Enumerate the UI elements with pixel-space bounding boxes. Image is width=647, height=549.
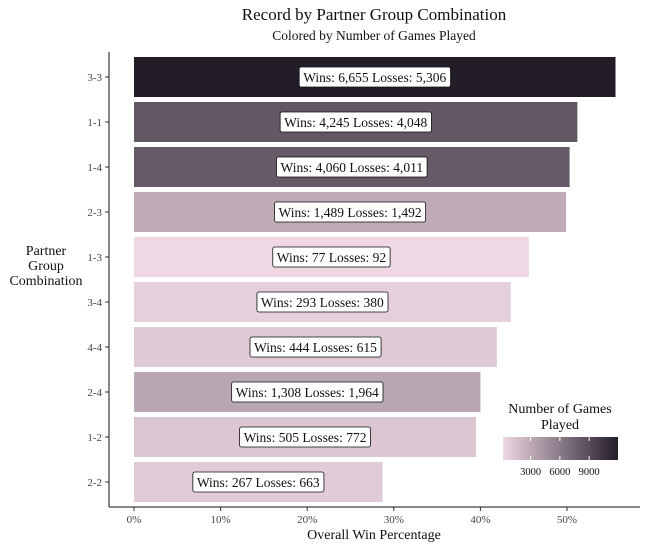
bar-label-box: [239, 426, 371, 448]
bar-label: Wins: 4,245 Losses: 4,048: [284, 115, 427, 130]
bar-label: Wins: 1,308 Losses: 1,964: [236, 385, 379, 400]
y-tick-label: 2-2: [87, 477, 102, 489]
bar-label: Wins: 6,655 Losses: 5,306: [303, 70, 446, 85]
y-tick-label: 1-2: [87, 432, 102, 444]
y-tick-label: 3-3: [87, 72, 102, 84]
chart-title: Record by Partner Group Combination: [242, 5, 507, 24]
bar-label-box: [231, 381, 384, 403]
y-axis-ticks: 3-3 1-1 1-4 2-3 1-3 3-4 4-4 2-4 1-2 2-2: [87, 72, 109, 489]
legend-tick-label: 6000: [549, 467, 570, 478]
y-tick-label: 4-4: [87, 342, 102, 354]
bar-label-box: [276, 156, 428, 178]
y-tick-label: 1-1: [87, 117, 102, 129]
y-tick-label: 2-4: [87, 387, 102, 399]
y-tick-label: 2-3: [87, 207, 102, 219]
bar-label: Wins: 505 Losses: 772: [244, 430, 367, 445]
x-axis-title: Overall Win Percentage: [307, 528, 441, 543]
legend-ticks: 3000 6000 9000: [520, 437, 600, 478]
x-tick-label: 40%: [470, 514, 490, 526]
bar-label: Wins: 267 Losses: 663: [197, 475, 320, 490]
bar-label: Wins: 444 Losses: 615: [254, 340, 377, 355]
y-tick-label: 1-3: [87, 252, 102, 264]
bar-label-box: [256, 291, 389, 313]
legend-colorbar: [503, 437, 618, 460]
y-tick-label: 1-4: [87, 162, 102, 174]
x-tick-label: 0%: [127, 514, 142, 526]
legend-tick-label: 3000: [520, 467, 541, 478]
bar-label-box: [279, 111, 432, 133]
bar-label: Wins: 1,489 Losses: 1,492: [279, 205, 422, 220]
bar-label-box: [274, 201, 427, 223]
bar-label-box: [298, 66, 451, 88]
x-tick-label: 20%: [297, 514, 317, 526]
x-tick-label: 30%: [384, 514, 404, 526]
bar-label: Wins: 77 Losses: 92: [277, 250, 386, 265]
y-axis-title: Partner Group Combination: [9, 244, 82, 289]
legend-title: Number of Games Played: [508, 402, 611, 433]
bar-label: Wins: 4,060 Losses: 4,011: [281, 160, 424, 175]
x-tick-label: 50%: [557, 514, 577, 526]
chart-subtitle: Colored by Number of Games Played: [272, 28, 476, 43]
legend-tick-label: 9000: [579, 467, 600, 478]
bar-label-box: [249, 336, 382, 358]
y-tick-label: 3-4: [87, 297, 102, 309]
bar-label-box: [272, 246, 391, 268]
bar-label-box: [192, 471, 325, 493]
bar-label: Wins: 293 Losses: 380: [261, 295, 384, 310]
legend: Number of Games Played 3000 6000 9000: [503, 402, 618, 478]
bar-layer: Wins: 6,655 Losses: 5,306 Wins: 4,245 Los…: [134, 57, 616, 502]
x-tick-label: 10%: [211, 514, 231, 526]
x-axis-ticks: 0% 10% 20% 30% 40% 50%: [127, 507, 577, 526]
